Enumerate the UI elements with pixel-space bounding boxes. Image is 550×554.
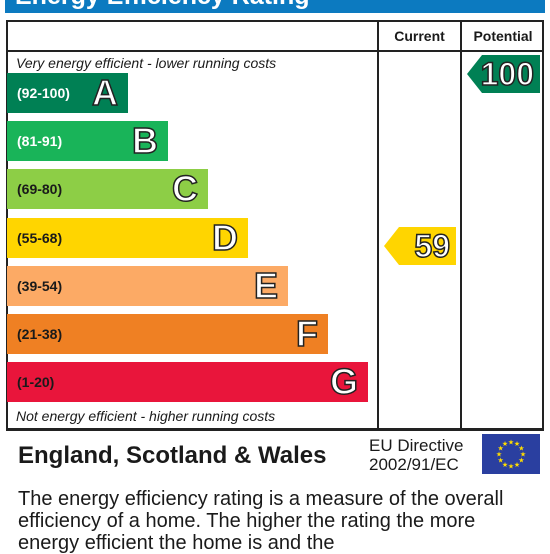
page-title: Energy Efficiency Rating — [15, 0, 310, 11]
band-letter: F — [295, 312, 319, 355]
eu-star-icon: ★ — [496, 451, 502, 459]
eu-star-icon: ★ — [518, 457, 524, 465]
potential-rating-arrow: 100 — [467, 55, 540, 93]
eu-star-icon: ★ — [502, 461, 508, 469]
eu-star-icon: ★ — [502, 440, 508, 448]
eu-star-icon: ★ — [497, 445, 503, 453]
band-g: (1-20) G — [7, 360, 368, 403]
band-range: (21-38) — [17, 326, 63, 342]
column-divider — [460, 20, 462, 431]
band-letter: D — [211, 216, 239, 259]
band-c: (69-80) C — [7, 167, 208, 210]
title-banner: Energy Efficiency Rating — [5, 0, 545, 13]
band-d: (55-68) D — [7, 216, 248, 259]
directive-line-1: EU Directive — [369, 436, 464, 455]
eu-star-icon: ★ — [520, 451, 526, 459]
eu-star-icon: ★ — [514, 440, 520, 448]
description-text: The energy efficiency rating is a measur… — [18, 488, 504, 554]
current-rating-value: 59 — [414, 227, 451, 265]
eu-star-icon: ★ — [508, 439, 514, 447]
directive-line-2: 2002/91/EC — [369, 455, 459, 474]
eu-star-icon: ★ — [518, 445, 524, 453]
column-divider — [377, 20, 379, 431]
band-range: (39-54) — [17, 278, 63, 294]
potential-rating-value: 100 — [480, 55, 535, 93]
eu-flag-icon: ★ ★ ★ ★ ★ ★ ★ ★ ★ ★ ★ ★ — [482, 434, 540, 474]
header-divider — [6, 50, 544, 52]
band-range: (55-68) — [17, 230, 63, 246]
band-letter: C — [171, 167, 199, 210]
band-letter: E — [253, 264, 279, 307]
band-f: (21-38) F — [7, 312, 328, 355]
eu-star-icon: ★ — [497, 457, 503, 465]
band-range: (81-91) — [17, 133, 63, 149]
region-label: England, Scotland & Wales — [18, 442, 327, 469]
eu-star-icon: ★ — [514, 461, 520, 469]
potential-column-header: Potential — [473, 28, 533, 44]
bottom-caption: Not energy efficient - higher running co… — [16, 408, 276, 424]
band-range: (92-100) — [17, 85, 70, 101]
current-column-header: Current — [394, 28, 445, 44]
band-letter: B — [131, 119, 159, 162]
band-range: (69-80) — [17, 181, 63, 197]
band-letter: A — [91, 71, 119, 114]
band-b: (81-91) B — [7, 119, 168, 162]
band-range: (1-20) — [17, 374, 55, 390]
current-rating-arrow: 59 — [384, 227, 456, 265]
eu-directive: EU Directive 2002/91/EC — [369, 436, 463, 474]
band-a: (92-100) A — [7, 71, 128, 114]
footer-divider — [6, 428, 544, 430]
band-e: (39-54) E — [7, 264, 288, 307]
top-caption: Very energy efficient - lower running co… — [16, 55, 277, 71]
band-letter: G — [329, 360, 359, 403]
eu-star-icon: ★ — [508, 463, 514, 471]
